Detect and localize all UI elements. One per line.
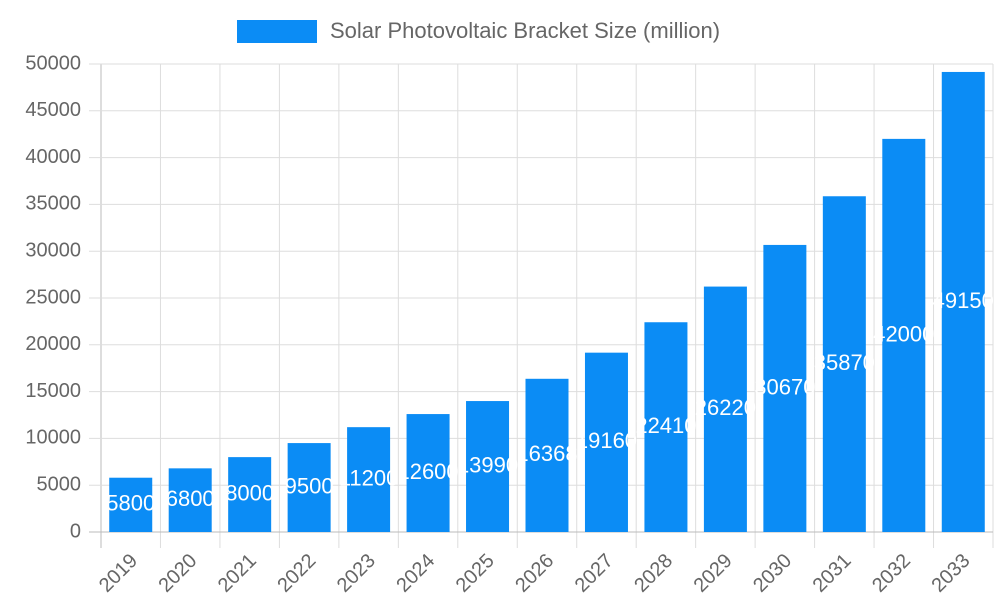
x-tick-label: 2022 xyxy=(273,550,320,597)
value-label: 35870 xyxy=(814,350,875,375)
y-tick-label: 35000 xyxy=(25,193,81,215)
x-tick-label: 2025 xyxy=(452,550,499,597)
value-label: 49150 xyxy=(933,288,994,313)
bar xyxy=(763,244,807,532)
x-tick-label: 2023 xyxy=(333,550,380,597)
y-tick-label: 5000 xyxy=(37,473,82,495)
value-label: 13990 xyxy=(457,452,518,477)
value-label: 5800 xyxy=(106,491,155,516)
value-label: 9500 xyxy=(285,473,334,498)
legend-label: Solar Photovoltaic Bracket Size (million… xyxy=(330,18,720,43)
value-label: 42000 xyxy=(873,321,934,346)
x-tick-label: 2021 xyxy=(214,550,261,597)
y-tick-label: 0 xyxy=(70,520,81,542)
x-tick-label: 2030 xyxy=(749,550,796,597)
y-tick-label: 10000 xyxy=(25,427,81,449)
value-label: 22410 xyxy=(635,413,696,438)
value-label: 6800 xyxy=(166,486,215,511)
bar xyxy=(941,71,985,533)
bar xyxy=(466,401,510,532)
x-tick-label: 2032 xyxy=(868,550,915,597)
y-tick-label: 45000 xyxy=(25,99,81,121)
bar xyxy=(584,352,628,532)
value-label: 26220 xyxy=(695,395,756,420)
value-label: 12600 xyxy=(397,459,458,484)
bar xyxy=(525,378,569,532)
bar xyxy=(228,457,272,532)
bar xyxy=(347,427,391,532)
y-tick-label: 15000 xyxy=(25,380,81,402)
x-tick-label: 2033 xyxy=(928,550,975,597)
x-tick-label: 2031 xyxy=(809,550,856,597)
bar xyxy=(168,468,212,532)
value-label: 16368 xyxy=(516,441,577,466)
x-tick-label: 2020 xyxy=(154,550,201,597)
y-tick-label: 25000 xyxy=(25,286,81,308)
value-label: 19160 xyxy=(576,428,637,453)
y-tick-label: 40000 xyxy=(25,146,81,168)
bar xyxy=(703,286,747,532)
bar xyxy=(822,196,866,532)
y-tick-label: 50000 xyxy=(25,52,81,74)
x-tick-label: 2028 xyxy=(630,550,677,597)
bar xyxy=(644,322,688,532)
x-tick-label: 2029 xyxy=(690,550,737,597)
legend-swatch xyxy=(237,20,317,43)
x-tick-label: 2027 xyxy=(571,550,618,597)
bar xyxy=(406,414,450,532)
value-label: 8000 xyxy=(225,480,274,505)
bar xyxy=(109,477,153,532)
bar xyxy=(287,443,331,532)
y-tick-label: 20000 xyxy=(25,333,81,355)
x-tick-label: 2019 xyxy=(95,550,142,597)
y-tick-label: 30000 xyxy=(25,239,81,261)
value-label: 11200 xyxy=(339,465,399,490)
x-tick-label: 2024 xyxy=(392,550,439,597)
x-tick-label: 2026 xyxy=(511,550,558,597)
value-label: 30670 xyxy=(754,374,815,399)
bar xyxy=(882,138,926,532)
